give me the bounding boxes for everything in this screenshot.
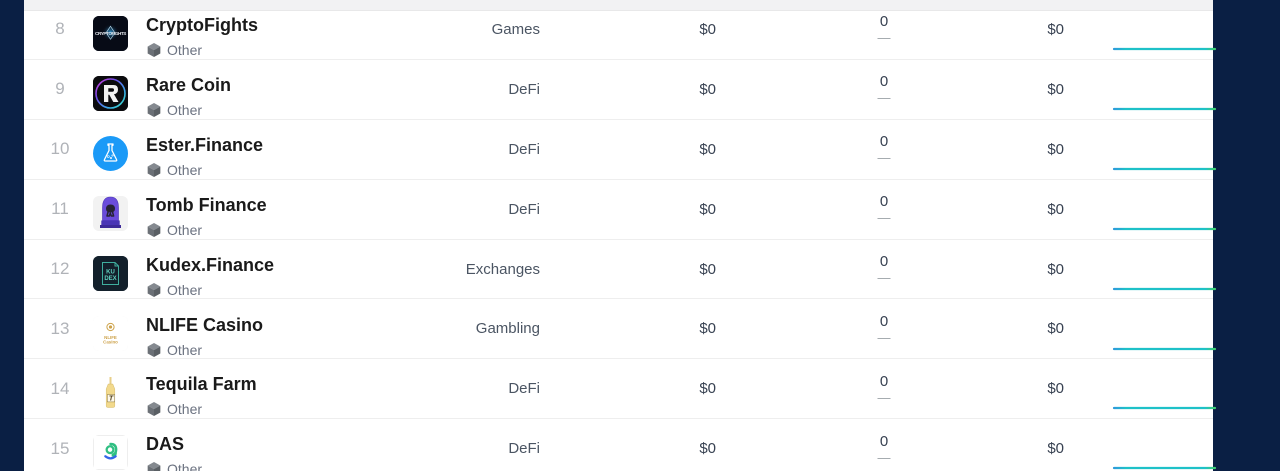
svg-text:DEX: DEX <box>104 276 116 282</box>
svg-text:Casino: Casino <box>103 339 118 344</box>
svg-text:T: T <box>109 396 114 403</box>
svg-text:CRYPTOFIGHTS: CRYPTOFIGHTS <box>95 31 126 36</box>
svg-text:KU: KU <box>106 269 115 275</box>
